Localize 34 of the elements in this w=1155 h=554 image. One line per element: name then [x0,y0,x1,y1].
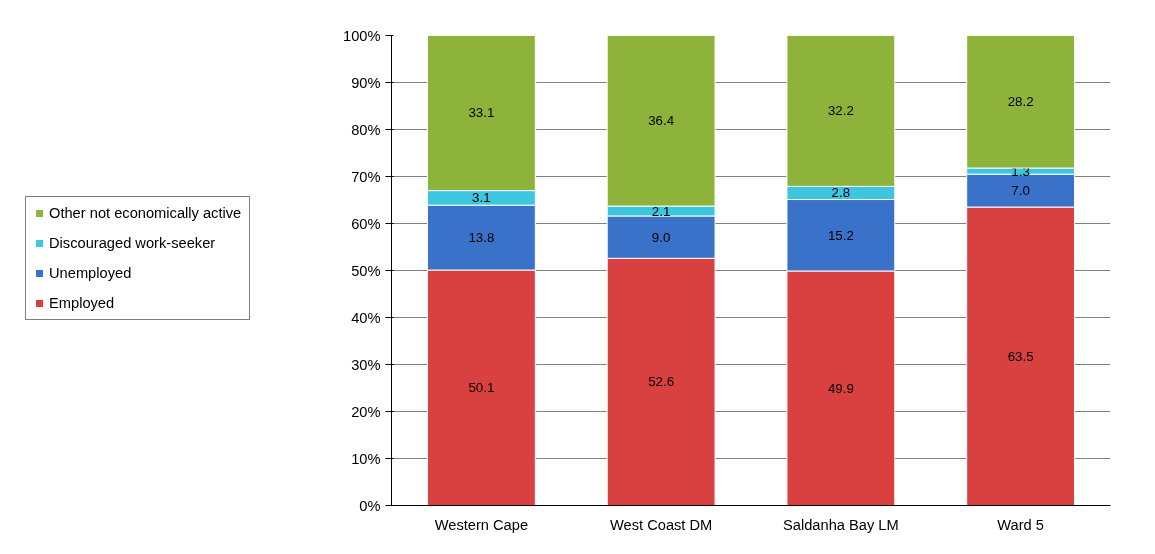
legend-label: Discouraged work-seeker [49,235,216,251]
data-label: 9.0 [651,229,671,245]
data-label: 3.1 [472,190,491,206]
y-tick-label: 90% [351,74,381,91]
y-tick-label: 70% [351,168,381,185]
x-tick-label: Ward 5 [997,516,1044,533]
data-label: 13.8 [468,230,495,246]
data-label: 36.4 [648,113,675,129]
data-label: 15.2 [827,227,854,243]
y-tick-label: 80% [351,121,381,138]
y-tick-label: 60% [351,215,381,232]
y-tick-label: 50% [351,262,381,279]
data-label: 2.8 [831,185,851,201]
data-label: 28.2 [1007,94,1034,110]
data-label: 2.1 [651,203,671,219]
data-label: 63.5 [1007,348,1034,364]
x-tick-label: West Coast DM [609,516,713,533]
y-tick-label: 40% [351,309,381,326]
data-label: 52.6 [648,374,675,390]
data-label: 7.0 [1011,183,1030,199]
y-tick-label: 0% [359,497,381,514]
y-tick-label: 30% [351,356,381,373]
data-label: 49.9 [827,380,854,396]
legend-label: Unemployed [49,265,132,281]
y-tick-label: 20% [351,403,381,420]
data-label: 32.2 [827,103,854,119]
legend-label: Other not economically active [49,205,242,221]
y-tick-label: 100% [343,27,381,44]
legend-label: Employed [49,295,115,311]
y-tick-label: 10% [351,450,381,467]
data-label: 50.1 [468,380,495,396]
x-tick-label: Western Cape [434,516,529,533]
x-tick-label: Saldanha Bay LM [783,516,899,533]
data-label: 33.1 [468,105,495,121]
